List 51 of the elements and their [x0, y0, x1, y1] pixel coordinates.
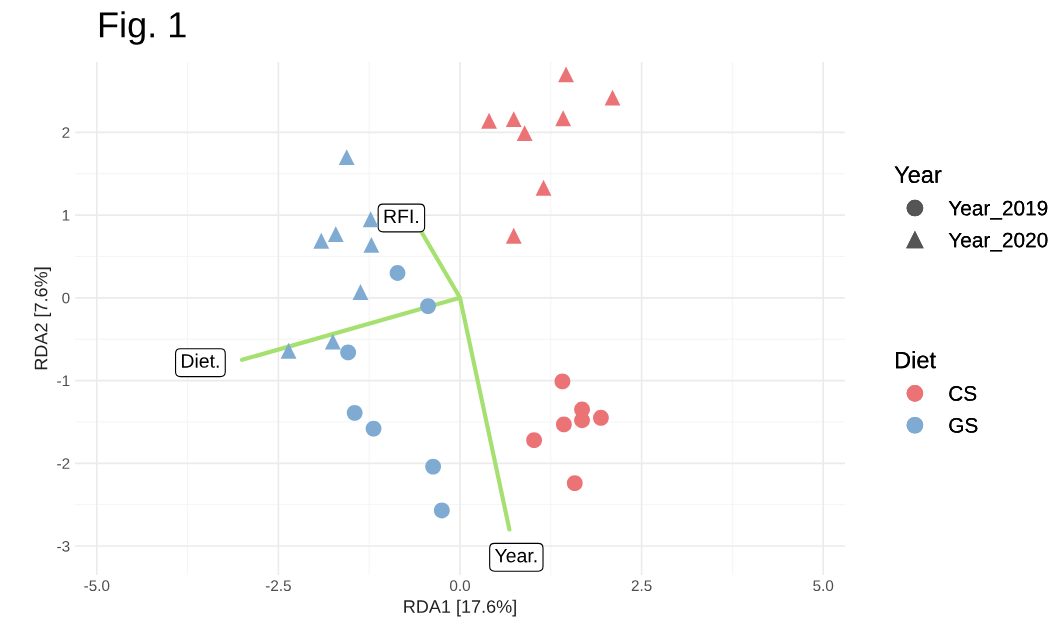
point [362, 211, 379, 228]
x-tick-label: -5.0 [84, 580, 110, 592]
annotation: RFI. [384, 209, 418, 224]
legend-label: GS [949, 418, 978, 433]
point [558, 66, 574, 83]
y-tick-label: -1 [57, 375, 70, 387]
chart-title: Fig. 1 [99, 11, 186, 45]
point [340, 344, 357, 361]
point [526, 432, 543, 449]
point [338, 149, 355, 166]
point [420, 298, 436, 315]
y-tick-label: -3 [57, 540, 70, 552]
y-tick-label: 1 [62, 210, 70, 221]
point [280, 342, 297, 359]
legend-label: Year_2020 [948, 232, 1048, 252]
y-tick-label: -2 [57, 458, 70, 469]
point [535, 179, 552, 196]
text: Diet [896, 351, 936, 369]
annotation: Diet. [182, 353, 219, 368]
legend-title: Year [894, 166, 942, 184]
point [554, 373, 571, 390]
point [604, 89, 621, 106]
point [389, 265, 406, 281]
point [324, 333, 341, 350]
point [505, 111, 522, 128]
legend-label: CS [949, 386, 977, 401]
point [566, 475, 583, 492]
x-tick-label: -2.5 [265, 580, 291, 592]
y-tick-label: 2 [62, 127, 70, 138]
point [352, 284, 369, 300]
point [505, 227, 522, 244]
point [363, 236, 380, 253]
y-tick-label: 0 [62, 292, 70, 304]
legend-label: Year_2019 [948, 200, 1048, 220]
point [433, 502, 450, 519]
point [481, 112, 497, 129]
point [327, 226, 344, 243]
point [425, 458, 442, 475]
x-tick-label: 0.0 [449, 580, 471, 592]
annotation: Year. [494, 548, 537, 563]
point [555, 110, 572, 127]
point [365, 420, 382, 437]
point [555, 416, 572, 433]
x-axis-title: RDA1 [17.6%] [404, 599, 516, 617]
point [313, 232, 330, 249]
x-tick-label: 5.0 [813, 580, 834, 592]
x-tick-label: 2.5 [631, 580, 652, 592]
point [516, 125, 533, 142]
point [593, 409, 609, 426]
point [346, 404, 363, 421]
y-axis-title: RDA2 [7.6%] [34, 267, 51, 370]
